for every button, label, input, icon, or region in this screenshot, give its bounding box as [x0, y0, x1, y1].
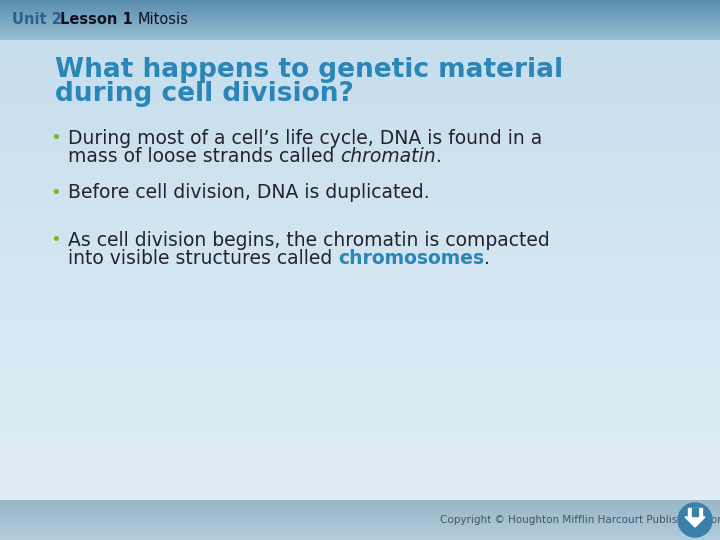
Text: Lesson 1: Lesson 1	[60, 11, 132, 26]
Circle shape	[678, 503, 712, 537]
Text: Before cell division, DNA is duplicated.: Before cell division, DNA is duplicated.	[68, 184, 430, 202]
Polygon shape	[685, 517, 705, 527]
Text: .: .	[485, 248, 490, 267]
Text: Unit 2: Unit 2	[12, 11, 62, 26]
Text: •: •	[50, 231, 60, 249]
Text: chromosomes: chromosomes	[338, 248, 485, 267]
Text: .: .	[436, 146, 442, 165]
Polygon shape	[692, 508, 698, 516]
Text: •: •	[50, 184, 60, 202]
Text: During most of a cell’s life cycle, DNA is found in a: During most of a cell’s life cycle, DNA …	[68, 129, 542, 147]
Text: chromatin: chromatin	[341, 146, 436, 165]
Text: mass of loose strands called: mass of loose strands called	[68, 146, 341, 165]
Text: into visible structures called: into visible structures called	[68, 248, 338, 267]
Text: into visible structures called: into visible structures called	[68, 248, 338, 267]
Text: during cell division?: during cell division?	[55, 81, 354, 107]
Text: •: •	[50, 129, 60, 147]
Text: What happens to genetic material: What happens to genetic material	[55, 57, 563, 83]
Text: chromatin: chromatin	[341, 146, 436, 165]
Text: As cell division begins, the chromatin is compacted: As cell division begins, the chromatin i…	[68, 231, 550, 249]
Text: mass of loose strands called: mass of loose strands called	[68, 146, 341, 165]
Text: Mitosis: Mitosis	[138, 11, 189, 26]
Polygon shape	[688, 508, 702, 517]
Text: chromosomes: chromosomes	[338, 248, 485, 267]
Text: Copyright © Houghton Mifflin Harcourt Publishing Company: Copyright © Houghton Mifflin Harcourt Pu…	[440, 515, 720, 525]
